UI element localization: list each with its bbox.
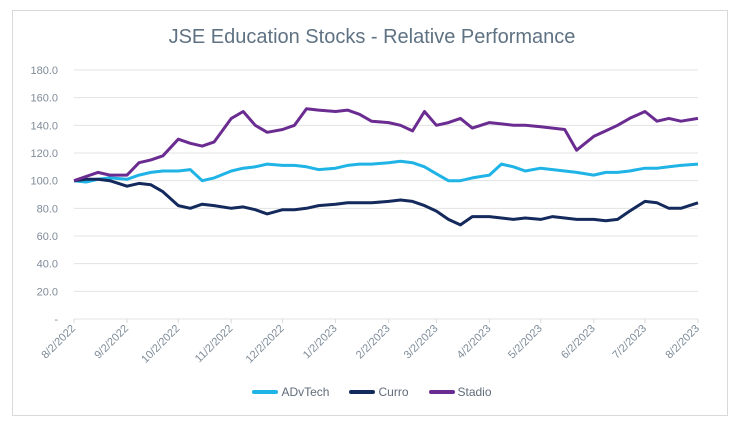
- legend-swatch: [252, 390, 279, 394]
- legend: ADvTech Curro Stadio: [0, 385, 744, 399]
- x-tick-label: 9/2/2022: [92, 323, 131, 362]
- series-line-advtech: [73, 159, 699, 184]
- y-tick-label: -: [54, 314, 58, 326]
- y-tick-label: 160.0: [30, 93, 58, 105]
- x-tick-label: 3/2/2023: [402, 323, 441, 362]
- legend-label: Stadio: [457, 385, 492, 399]
- y-tick-label: 20.0: [37, 286, 58, 298]
- legend-swatch: [349, 390, 376, 394]
- legend-label: Curro: [378, 385, 409, 399]
- x-tick-label: 12/2/2022: [244, 323, 287, 366]
- series-line-stadio: [73, 107, 699, 183]
- y-tick-label: 40.0: [37, 259, 58, 271]
- y-tick-label: 60.0: [37, 231, 58, 243]
- chart-title: JSE Education Stocks - Relative Performa…: [168, 26, 576, 48]
- x-tick-label: 6/2/2023: [559, 323, 598, 362]
- series-line-curro: [73, 177, 699, 227]
- legend-item-curro: Curro: [349, 385, 409, 399]
- y-tick-label: 100.0: [30, 176, 58, 188]
- legend-label: ADvTech: [281, 385, 330, 399]
- x-tick-label: 2/2/2023: [354, 323, 393, 362]
- x-tick-label: 5/2/2023: [506, 323, 545, 362]
- x-tick-label: 10/2/2022: [139, 323, 182, 366]
- y-tick-label: 80.0: [37, 203, 58, 215]
- y-tick-label: 180.0: [30, 65, 58, 77]
- x-tick-label: 8/2/2022: [39, 323, 78, 362]
- legend-item-advtech: ADvTech: [252, 385, 329, 399]
- y-tick-label: 120.0: [30, 148, 58, 160]
- legend-swatch: [428, 390, 455, 394]
- legend-item-stadio: Stadio: [428, 385, 492, 399]
- chart-frame: [12, 10, 728, 416]
- x-tick-label: 11/2/2022: [193, 323, 236, 366]
- x-tick-label: 8/2/2023: [663, 323, 702, 362]
- x-tick-label: 1/2/2023: [301, 323, 340, 362]
- x-tick-label: 7/2/2023: [610, 323, 649, 362]
- x-tick-label: 4/2/2023: [455, 323, 494, 362]
- y-tick-label: 140.0: [30, 120, 58, 132]
